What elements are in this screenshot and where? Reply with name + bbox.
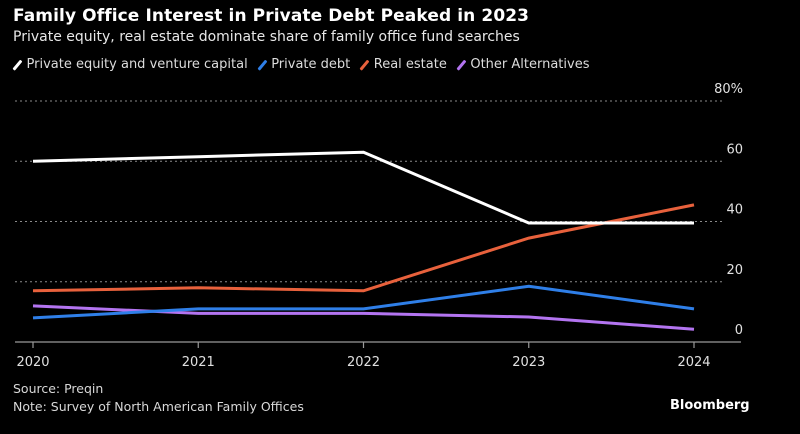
survey-note: Note: Survey of North American Family Of…: [13, 399, 304, 414]
legend-item-other-alternatives: Other Alternatives: [456, 57, 590, 72]
x-tick-label: 2022: [347, 355, 380, 370]
y-tick-label: 60: [726, 142, 743, 157]
series-line-real-estate: [32, 203, 695, 293]
series-line-private-debt: [32, 284, 695, 320]
legend-label: Private equity and venture capital: [26, 57, 248, 72]
series-line-private-equity-and-venture-capital: [32, 150, 694, 225]
series-lines: [32, 150, 695, 331]
x-tick-label: 2023: [512, 355, 545, 370]
x-tick-label: 2021: [182, 355, 215, 370]
legend-label: Real estate: [373, 57, 447, 72]
y-tick-label: 40: [726, 203, 743, 218]
legend-item-private-equity: Private equity and venture capital: [12, 57, 248, 72]
y-tick-label: 0: [735, 323, 743, 338]
legend-label: Private debt: [271, 57, 351, 72]
y-axis-ticks: 0 20 40 60 80%: [714, 82, 743, 338]
gridlines: [15, 100, 722, 283]
legend-item-real-estate: Real estate: [359, 57, 447, 72]
chart-title: Family Office Interest in Private Debt P…: [13, 6, 530, 26]
y-tick-label: 80%: [714, 82, 743, 97]
x-axis: 2020 2021 2022 2023 2024: [15, 341, 741, 370]
x-tick-label: 2020: [16, 355, 49, 370]
x-tick-label: 2024: [677, 355, 710, 370]
legend: Private equity and venture capital Priva…: [12, 57, 590, 72]
bloomberg-logo: Bloomberg: [670, 398, 750, 413]
legend-item-private-debt: Private debt: [257, 57, 351, 72]
legend-label: Other Alternatives: [470, 57, 590, 72]
source-note: Source: Preqin: [13, 381, 104, 396]
y-tick-label: 20: [726, 263, 743, 278]
chart-subtitle: Private equity, real estate dominate sha…: [13, 29, 520, 45]
